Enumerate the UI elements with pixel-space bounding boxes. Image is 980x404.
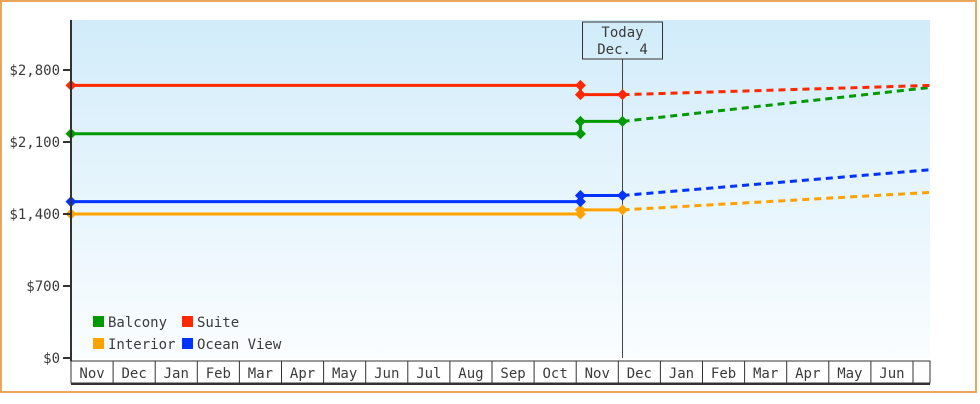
series-line-interior-forecast <box>622 190 930 212</box>
y-axis-tick-label: $700 <box>26 279 60 295</box>
series-line-ocean-view-forecast <box>622 168 930 197</box>
y-axis-tick-label: $0 <box>43 351 60 367</box>
x-axis-month-label: Feb <box>711 366 736 382</box>
data-point-marker-suite <box>617 89 629 101</box>
x-axis-month-label: Dec <box>627 366 652 382</box>
x-axis-month-label: Jan <box>669 366 694 382</box>
x-axis-month-label: Oct <box>543 366 568 382</box>
data-point-marker-interior <box>574 204 586 216</box>
x-axis-month-label: Jun <box>879 366 904 382</box>
today-label-line2: Dec. 4 <box>597 42 648 58</box>
data-point-marker-ocean-view <box>574 196 586 208</box>
y-axis-tick-label: $2,800 <box>9 63 60 79</box>
data-point-marker-ocean-view <box>574 189 586 201</box>
legend-swatch-interior <box>93 338 104 349</box>
data-point-marker-balcony <box>617 115 629 127</box>
legend-swatch-ocean-view <box>182 338 193 349</box>
legend-label-ocean-view: Ocean View <box>197 337 282 353</box>
x-axis-month-label: Nov <box>585 366 610 382</box>
x-axis-month-label: Jun <box>374 366 399 382</box>
legend-label-balcony: Balcony <box>108 315 167 331</box>
data-point-marker-interior <box>617 204 629 216</box>
x-axis-month-label: Jan <box>164 366 189 382</box>
x-axis-month-label: Apr <box>795 366 820 382</box>
series-line-balcony-history <box>71 119 623 136</box>
legend-label-interior: Interior <box>108 337 175 353</box>
x-axis-month-label: May <box>332 366 357 382</box>
today-label-box <box>582 21 664 60</box>
y-axis-tick-label: $2,100 <box>9 135 60 151</box>
data-point-marker-suite <box>574 89 586 101</box>
data-point-marker-ocean-view <box>617 189 629 201</box>
x-axis-month-label: May <box>837 366 862 382</box>
x-axis-month-label: Mar <box>753 366 778 382</box>
series-line-balcony-forecast <box>622 85 931 123</box>
x-axis-month-label: Feb <box>206 366 231 382</box>
data-point-marker-suite <box>574 79 586 91</box>
legend-swatch-balcony <box>93 316 104 327</box>
legend-swatch-suite <box>182 316 193 327</box>
x-axis-month-label: Sep <box>500 366 525 382</box>
data-point-marker-balcony <box>574 128 586 140</box>
plot-area <box>71 20 930 358</box>
x-axis-month-label: Dec <box>122 366 147 382</box>
series-line-suite-forecast <box>622 83 930 97</box>
data-point-marker-balcony <box>574 115 586 127</box>
y-axis-tick-label: $1,400 <box>9 207 60 223</box>
x-axis-month-label: Nov <box>79 366 104 382</box>
x-axis-month-label: Jul <box>416 366 441 382</box>
legend-label-suite: Suite <box>197 315 239 331</box>
x-axis-month-label: Mar <box>248 366 273 382</box>
x-axis-month-label: Apr <box>290 366 315 382</box>
x-axis-month-label: Aug <box>458 366 483 382</box>
today-label-line1: Today <box>601 25 643 41</box>
